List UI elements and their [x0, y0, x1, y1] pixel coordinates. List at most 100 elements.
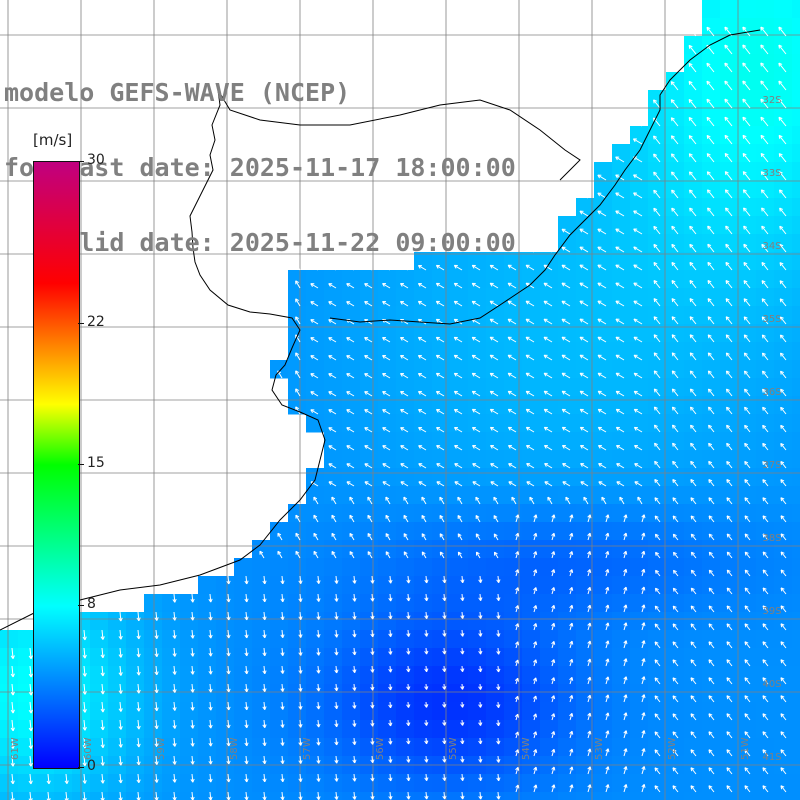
wind-arrow — [605, 550, 610, 559]
wind-arrow — [208, 701, 213, 711]
wind-arrow — [708, 695, 715, 703]
field-cell — [378, 432, 397, 451]
wind-arrow — [489, 336, 499, 343]
field-cell — [756, 720, 775, 739]
field-cell — [612, 558, 631, 577]
wind-arrow — [295, 298, 301, 307]
field-cell — [90, 792, 109, 800]
field-cell — [666, 342, 685, 361]
field-cell — [306, 774, 325, 793]
wind-arrow — [654, 587, 661, 595]
field-cell — [378, 576, 397, 595]
wind-arrow — [496, 629, 501, 637]
wind-arrow — [424, 665, 429, 673]
wind-arrow — [508, 481, 517, 487]
wind-arrow — [690, 695, 697, 703]
wind-arrow — [532, 713, 538, 721]
field-cell — [792, 288, 800, 307]
wind-arrow — [328, 409, 337, 415]
wind-arrow — [406, 593, 411, 602]
wind-arrow — [424, 575, 429, 584]
wind-arrow — [489, 354, 499, 361]
wind-arrow — [690, 515, 697, 523]
wind-arrow — [82, 701, 87, 713]
field-cell — [522, 414, 541, 433]
wind-arrow — [616, 444, 625, 451]
wind-arrow — [400, 336, 409, 343]
wind-arrow — [670, 135, 679, 145]
field-cell — [756, 540, 775, 559]
field-cell — [594, 450, 613, 469]
field-cell — [792, 540, 800, 559]
field-cell — [486, 648, 505, 667]
field-cell — [252, 702, 271, 721]
field-cell — [306, 594, 325, 613]
wind-arrow — [533, 641, 538, 649]
field-cell — [378, 414, 397, 433]
wind-arrow — [507, 408, 517, 415]
wind-arrow — [605, 748, 610, 757]
field-cell — [360, 378, 379, 397]
field-cell — [108, 630, 127, 649]
wind-arrow — [471, 372, 481, 379]
wind-arrow — [352, 719, 357, 727]
field-cell — [666, 306, 685, 325]
wind-arrow — [587, 586, 592, 595]
field-cell — [774, 792, 793, 800]
wind-arrow — [352, 575, 357, 584]
wind-arrow — [744, 460, 751, 469]
field-cell — [666, 594, 685, 613]
colorbar-tick-label: 0 — [87, 758, 96, 774]
field-cell — [504, 540, 523, 559]
field-cell — [666, 180, 685, 199]
wind-arrow — [310, 355, 319, 361]
field-cell — [306, 576, 325, 595]
field-cell — [342, 504, 361, 523]
wind-arrow — [382, 265, 391, 271]
field-cell — [666, 792, 685, 800]
wind-arrow — [633, 336, 643, 343]
wind-arrow — [533, 623, 538, 631]
field-cell — [774, 576, 793, 595]
field-cell — [396, 504, 415, 523]
field-cell — [342, 720, 361, 739]
field-cell — [234, 792, 253, 800]
wind-arrow — [690, 767, 697, 775]
wind-arrow — [364, 283, 373, 289]
wind-arrow — [514, 731, 520, 739]
wind-arrow — [118, 629, 123, 640]
wind-arrow — [507, 354, 517, 361]
wind-arrow — [313, 550, 319, 559]
field-cell — [522, 594, 541, 613]
wind-arrow — [707, 261, 715, 271]
field-cell — [306, 306, 325, 325]
wind-arrow — [346, 391, 355, 397]
field-cell — [522, 702, 541, 721]
field-cell — [756, 774, 775, 793]
field-cell — [612, 648, 631, 667]
wind-arrow — [543, 390, 553, 397]
field-cell — [432, 504, 451, 523]
field-cell — [792, 234, 800, 253]
field-cell — [702, 342, 721, 361]
field-cell — [360, 684, 379, 703]
wind-arrow — [334, 791, 339, 800]
wind-arrow — [654, 533, 661, 541]
field-cell — [774, 234, 793, 253]
wind-arrow — [672, 587, 679, 595]
wind-arrow — [478, 719, 483, 726]
wind-arrow — [346, 409, 355, 415]
field-cell — [450, 648, 469, 667]
field-cell — [486, 702, 505, 721]
lon-label: 55W — [448, 737, 459, 760]
field-cell — [720, 612, 739, 631]
wind-arrow — [605, 730, 610, 739]
wind-arrow — [435, 264, 445, 271]
wind-arrow — [533, 532, 538, 541]
field-cell — [792, 270, 800, 289]
field-cell — [576, 720, 595, 739]
field-cell — [774, 702, 793, 721]
field-cell — [270, 720, 289, 739]
field-cell — [630, 306, 649, 325]
wind-arrow — [496, 755, 501, 763]
